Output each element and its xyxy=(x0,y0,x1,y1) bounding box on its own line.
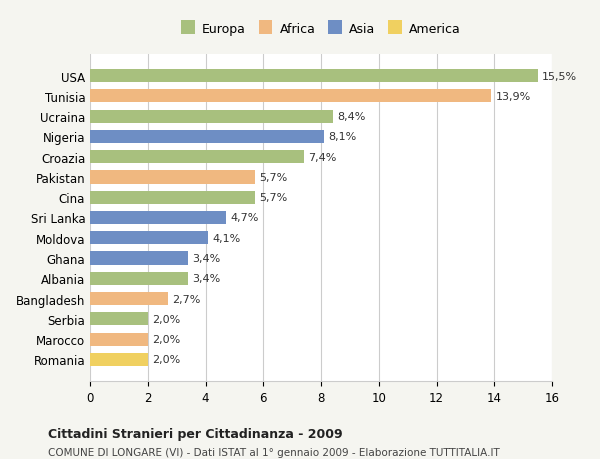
Bar xyxy=(90,292,168,306)
Bar xyxy=(90,212,226,224)
Text: 15,5%: 15,5% xyxy=(542,72,577,81)
Text: 3,4%: 3,4% xyxy=(193,274,221,284)
Text: 2,0%: 2,0% xyxy=(152,355,181,364)
Text: 13,9%: 13,9% xyxy=(496,92,531,102)
Text: 5,7%: 5,7% xyxy=(259,173,287,183)
Bar xyxy=(90,151,304,164)
Bar xyxy=(90,252,188,265)
Text: 2,7%: 2,7% xyxy=(172,294,200,304)
Text: COMUNE DI LONGARE (VI) - Dati ISTAT al 1° gennaio 2009 - Elaborazione TUTTITALIA: COMUNE DI LONGARE (VI) - Dati ISTAT al 1… xyxy=(48,448,500,458)
Bar xyxy=(90,232,208,245)
Bar xyxy=(90,90,491,103)
Text: 7,4%: 7,4% xyxy=(308,152,337,162)
Bar xyxy=(90,353,148,366)
Text: 4,7%: 4,7% xyxy=(230,213,259,223)
Bar xyxy=(90,130,324,144)
Bar xyxy=(90,313,148,326)
Text: 2,0%: 2,0% xyxy=(152,314,181,324)
Bar xyxy=(90,191,254,204)
Text: 4,1%: 4,1% xyxy=(213,233,241,243)
Text: 8,4%: 8,4% xyxy=(337,112,365,122)
Text: 5,7%: 5,7% xyxy=(259,193,287,203)
Bar xyxy=(90,272,188,285)
Text: 2,0%: 2,0% xyxy=(152,334,181,344)
Bar xyxy=(90,333,148,346)
Bar xyxy=(90,171,254,184)
Text: 8,1%: 8,1% xyxy=(328,132,356,142)
Bar xyxy=(90,70,538,83)
Bar xyxy=(90,110,332,123)
Legend: Europa, Africa, Asia, America: Europa, Africa, Asia, America xyxy=(181,22,461,36)
Text: Cittadini Stranieri per Cittadinanza - 2009: Cittadini Stranieri per Cittadinanza - 2… xyxy=(48,427,343,440)
Text: 3,4%: 3,4% xyxy=(193,253,221,263)
